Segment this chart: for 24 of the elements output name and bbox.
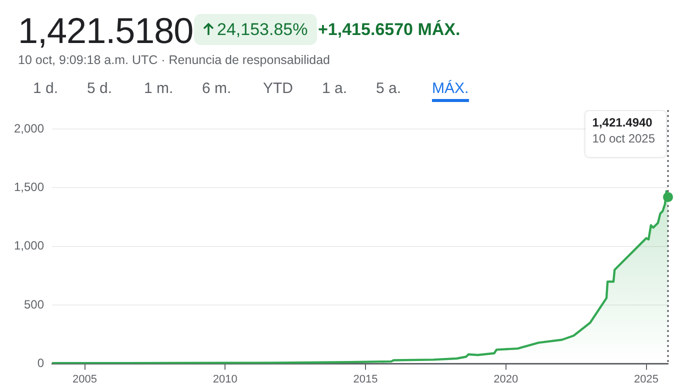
chart-title: 1,421.5180 bbox=[18, 10, 194, 52]
text: YTD bbox=[263, 80, 293, 97]
y-tick-label: 500 bbox=[24, 297, 44, 312]
text: 6 m. bbox=[202, 80, 232, 97]
x-tick-label: 2015 bbox=[353, 373, 378, 386]
text: 1 a. bbox=[322, 80, 348, 97]
annotation: 1,421.4940 bbox=[592, 115, 653, 130]
y-tick-label: 0 bbox=[37, 356, 44, 370]
text: 5 d. bbox=[87, 80, 112, 97]
x-tick-label: 2020 bbox=[494, 373, 518, 386]
y-tick-label: 2,000 bbox=[14, 121, 44, 136]
text: 5 a. bbox=[376, 80, 402, 97]
y-tick-label: 1,000 bbox=[14, 238, 44, 253]
text: +1,415.6570 MÁX. bbox=[318, 20, 460, 40]
x-tick-label: 2005 bbox=[72, 373, 98, 386]
text: MÁX. bbox=[432, 80, 469, 102]
chart-subtitle: 10 oct, 9:09:18 a.m. UTC · Renuncia de responsabilidad bbox=[18, 53, 330, 67]
y-tick-label: 1,500 bbox=[14, 180, 44, 194]
text: 1 m. bbox=[144, 80, 174, 97]
annotation: 10 oct 2025 bbox=[592, 131, 656, 146]
x-tick-label: 2025 bbox=[634, 373, 658, 386]
text: 1 d. bbox=[33, 80, 58, 97]
x-tick-label: 2010 bbox=[212, 373, 238, 386]
text: 24,153.85% bbox=[217, 20, 308, 40]
